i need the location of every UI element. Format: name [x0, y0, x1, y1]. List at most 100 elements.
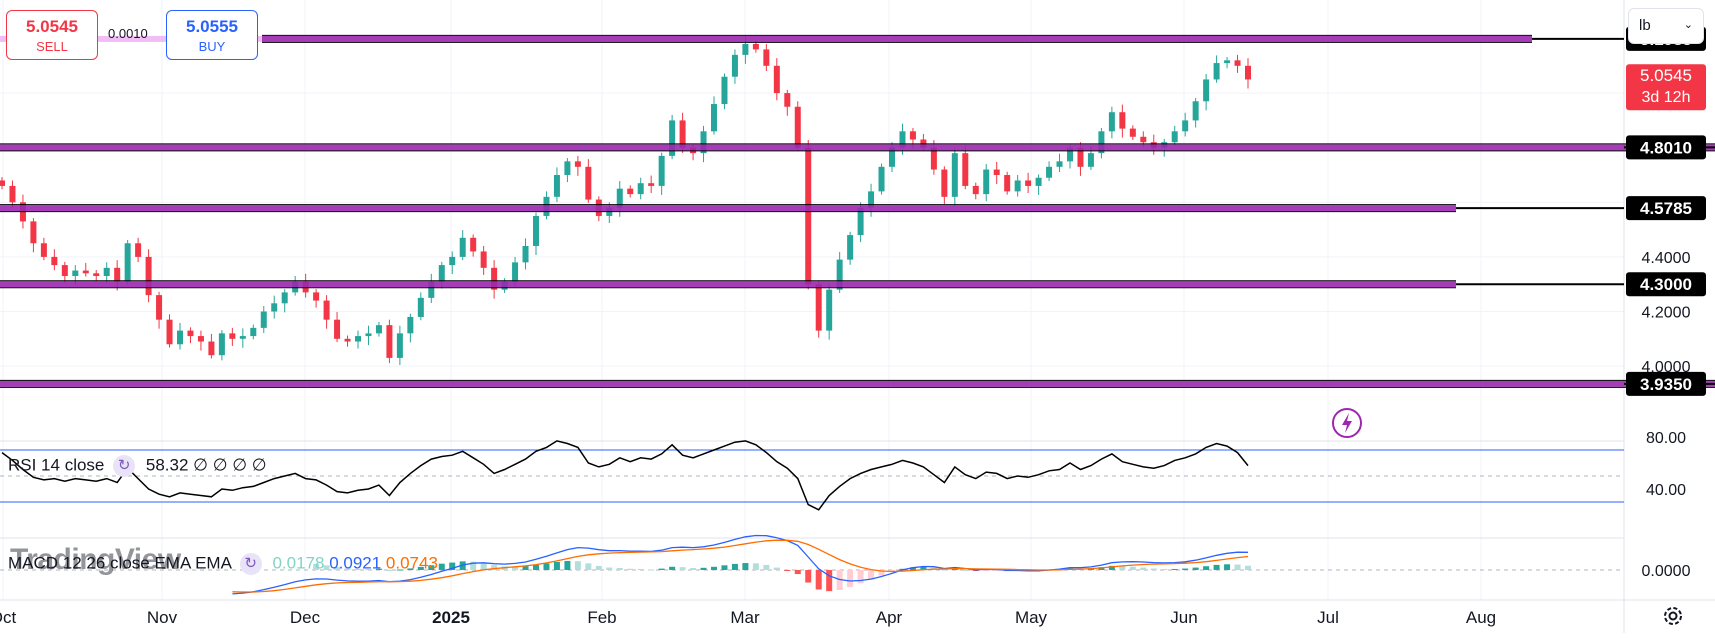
candle-body: [281, 292, 288, 304]
macd-histogram-bar: [334, 567, 341, 570]
macd-signal-line: [232, 539, 1249, 593]
macd-histogram-bar: [627, 568, 634, 570]
candle-body: [187, 330, 194, 337]
time-axis-label: Jun: [1170, 608, 1197, 627]
candle-body: [239, 336, 246, 339]
candle-body: [742, 43, 749, 55]
macd-histogram-bar: [1140, 567, 1147, 570]
candle-body: [365, 333, 372, 337]
macd-histogram-bar: [731, 563, 738, 570]
candle-body: [103, 267, 110, 277]
candle-body: [323, 300, 330, 320]
time-axis-label: Jul: [1317, 608, 1339, 627]
candle-body: [721, 76, 728, 105]
macd-histogram-bar: [428, 565, 435, 570]
candle-body: [82, 270, 89, 274]
candle-body: [669, 120, 676, 156]
level-price-tag: [1626, 272, 1706, 297]
macd-histogram-bar: [438, 563, 445, 570]
candle-body: [878, 166, 885, 192]
time-axis-label: 2025: [432, 608, 470, 627]
candle-body: [847, 235, 854, 260]
macd-histogram-bar: [784, 570, 791, 571]
macd-histogram-bar: [616, 567, 623, 570]
macd-histogram-bar: [375, 568, 382, 570]
sell-button[interactable]: 5.0545 SELL: [6, 10, 98, 60]
level-price-label: 3.9350: [1640, 375, 1692, 394]
candle-body: [114, 267, 121, 282]
candle-body: [836, 259, 843, 290]
candle-body: [1192, 101, 1199, 121]
candle-body: [794, 106, 801, 148]
macd-legend[interactable]: MACD 12 26 close EMA EMA ↻ 0.0178 0.0921…: [8, 553, 438, 575]
candle-body: [763, 49, 770, 66]
macd-histogram-bar: [491, 565, 498, 570]
candle-body: [711, 104, 717, 132]
candle-body: [773, 65, 780, 94]
candles-group: [0, 36, 1251, 366]
candle-body: [512, 262, 519, 282]
level-price-tag: [1626, 371, 1706, 396]
candle-body: [375, 325, 382, 334]
candle-body: [480, 251, 487, 268]
candle-body: [1077, 147, 1084, 167]
candle-body: [533, 215, 539, 246]
macd-histogram-bar: [449, 562, 456, 570]
macd-histogram-bar: [1119, 565, 1126, 570]
macd-histogram-bar: [1203, 566, 1210, 570]
candle-body: [1171, 131, 1178, 143]
flash-icon[interactable]: [1331, 407, 1363, 439]
level-price-label: 4.5785: [1640, 199, 1692, 218]
rsi-extra-2: ∅: [232, 455, 248, 475]
rsi-value: 58.32: [145, 455, 189, 475]
macd-histogram-bar: [690, 567, 697, 570]
refresh-icon[interactable]: ↻: [113, 455, 136, 477]
level-band: [0, 281, 1456, 288]
candle-body: [1035, 177, 1042, 186]
macd-histogram-bar: [606, 567, 613, 570]
macd-histogram-bar: [1171, 568, 1178, 570]
gear-icon[interactable]: [1661, 604, 1685, 628]
macd-histogram-bar: [365, 569, 372, 571]
candle-body: [386, 325, 393, 358]
candle-body: [731, 54, 738, 77]
spread-value: 0.0010: [108, 26, 148, 41]
candle-body: [553, 175, 560, 197]
level-band: [0, 205, 1456, 212]
candle-body: [1129, 128, 1136, 137]
candle-body: [470, 237, 477, 252]
candle-body: [197, 336, 204, 342]
candle-body: [208, 341, 215, 356]
macd-line: [232, 534, 1249, 595]
unit-selector[interactable]: lb ⌄: [1628, 8, 1704, 44]
candle-body: [51, 256, 58, 266]
candle-body: [962, 153, 969, 186]
candle-body: [752, 43, 759, 50]
buy-button[interactable]: 5.0555 BUY: [166, 10, 258, 60]
macd-histogram-bar: [972, 570, 979, 571]
refresh-icon[interactable]: ↻: [239, 553, 262, 575]
candle-body: [648, 183, 655, 186]
time-axis-label: Nov: [147, 608, 178, 627]
level-band-faded: [0, 35, 262, 42]
macd-histogram-bar: [815, 570, 822, 590]
candle-body: [700, 131, 707, 154]
chevron-down-icon: ⌄: [1683, 19, 1693, 31]
macd-histogram-bar: [909, 567, 916, 570]
candle-body: [1119, 112, 1126, 129]
rsi-legend[interactable]: RSI 14 close ↻ 58.32 ∅ ∅ ∅ ∅: [8, 455, 267, 477]
macd-axis-tick: 0.0000: [1642, 563, 1691, 580]
macd-histogram-bar: [1108, 565, 1115, 570]
macd-histogram-bar: [574, 561, 581, 570]
macd-histogram-bar: [1224, 564, 1231, 570]
candle-body: [271, 303, 278, 312]
macd-histogram-bar: [752, 563, 759, 570]
candle-body: [124, 243, 131, 282]
macd-histogram-value: 0.0178: [272, 553, 325, 573]
macd-histogram-bar: [323, 565, 330, 570]
macd-histogram-bar: [355, 568, 361, 570]
macd-histogram-bar: [711, 566, 717, 570]
time-axis-label: Mar: [730, 608, 760, 627]
